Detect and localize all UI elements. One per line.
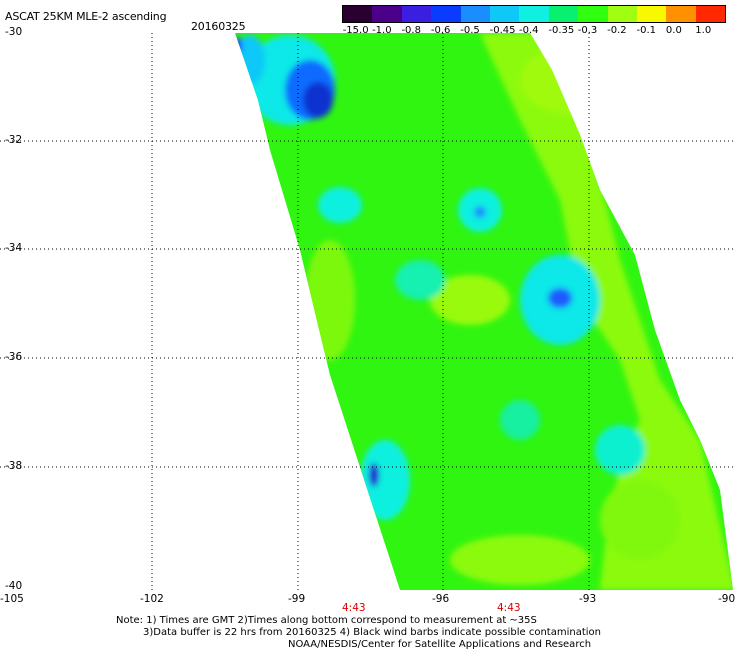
lon-label: -99 — [288, 593, 306, 605]
colorbar-swatch — [489, 6, 520, 22]
colorbar-swatch — [607, 6, 637, 22]
colorbar-swatch — [636, 6, 667, 22]
colorbar-swatch — [666, 6, 696, 22]
colorbar-tick-label: 0.0 — [665, 25, 682, 36]
colorbar-tick-label: -1.0 — [372, 25, 392, 36]
lon-label: -96 — [432, 593, 450, 605]
colorbar-swatch — [431, 6, 461, 22]
colorbar-swatch — [343, 6, 373, 22]
lat-label: -36 — [5, 351, 23, 363]
lat-label: -30 — [5, 26, 23, 38]
colorbar-tick-label: -0.1 — [636, 25, 657, 36]
colorbar-tick-label: -0.45 — [489, 25, 516, 36]
time-label: 4:43 — [497, 602, 521, 614]
note-line-1: Note: 1) Times are GMT 2)Times along bot… — [116, 615, 537, 626]
colorbar-swatch — [460, 6, 490, 22]
colorbar-tick-label: -0.3 — [577, 25, 598, 36]
lon-label: -105 — [0, 593, 24, 605]
colorbar-labels: -15.0 -1.0 -0.8 -0.6 -0.5 -0.45 -0.4 -0.35 -0.3-… — [330, 25, 740, 39]
colorbar-tick-label: -0.4 — [519, 25, 539, 36]
colorbar-tick-label: -15.0 — [342, 25, 369, 36]
colorbar-tick-label: -0.35 — [548, 25, 575, 36]
lat-label: -40 — [5, 580, 23, 592]
lat-label: -38 — [5, 460, 23, 472]
colorbar-tick-label: -0.8 — [401, 25, 421, 36]
colorbar-swatch — [519, 6, 549, 22]
lon-label: -93 — [579, 593, 597, 605]
colorbar-tick-label: 1.0 — [695, 25, 712, 36]
lat-label: -32 — [5, 134, 23, 146]
graticule — [0, 33, 735, 590]
lon-label: -90 — [718, 593, 736, 605]
product-date: 20160325 — [191, 20, 246, 33]
colorbar — [342, 5, 726, 23]
colorbar-tick-label: -0.5 — [460, 25, 480, 36]
colorbar-swatch — [695, 6, 726, 22]
colorbar-tick-label: -0.6 — [430, 25, 451, 36]
colorbar-tick-label: -0.2 — [607, 25, 627, 36]
colorbar-swatch — [548, 6, 579, 22]
colorbar-swatch — [401, 6, 432, 22]
note-line-3: NOAA/NESDIS/Center for Satellite Applica… — [288, 639, 592, 650]
colorbar-swatch — [372, 6, 402, 22]
lat-label: -34 — [5, 242, 23, 254]
product-title: ASCAT 25KM MLE-2 ascending — [5, 10, 167, 23]
time-label: 4:43 — [342, 602, 366, 614]
note-line-2: 3)Data buffer is 22 hrs from 20160325 4)… — [143, 627, 601, 638]
colorbar-swatch — [578, 6, 608, 22]
lon-label: -102 — [140, 593, 164, 605]
